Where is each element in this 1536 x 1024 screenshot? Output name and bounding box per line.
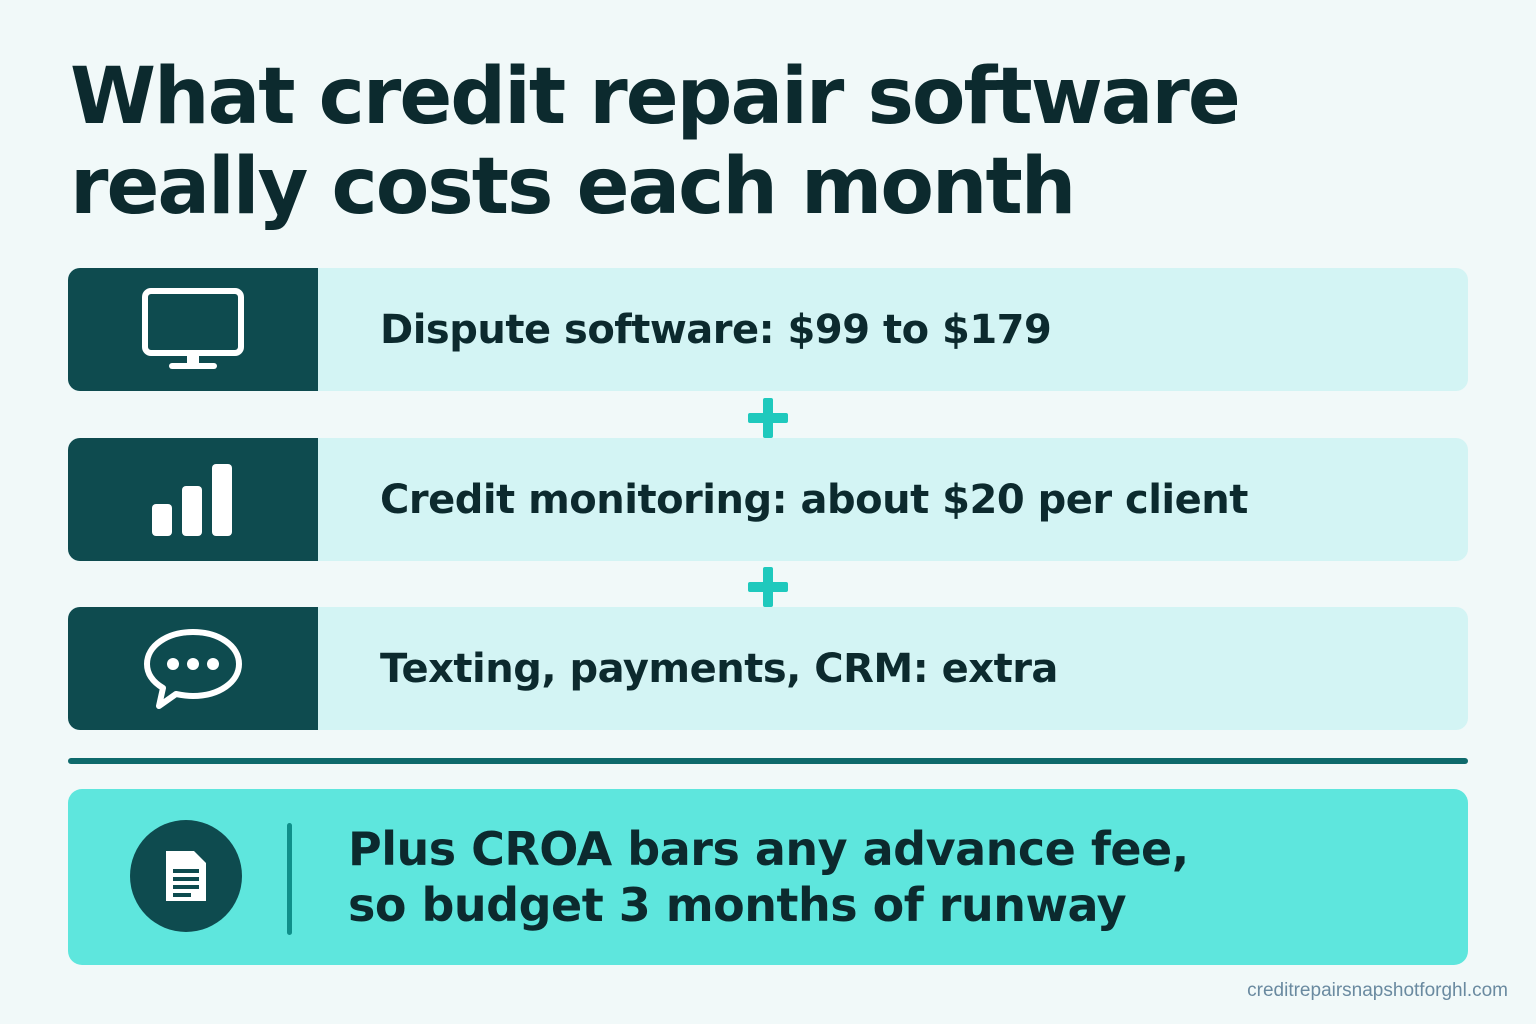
- page-title: What credit repair software really costs…: [70, 52, 1470, 232]
- plus-icon: [748, 398, 788, 438]
- plus-icon: [748, 567, 788, 607]
- cost-row-icon-box: [68, 438, 318, 561]
- cost-row-dispute-software: Dispute software: $99 to $179: [68, 268, 1468, 391]
- section-divider: [68, 758, 1468, 764]
- cost-row-label: Texting, payments, CRM: extra: [380, 645, 1058, 692]
- title-line-1: What credit repair software: [70, 52, 1241, 142]
- cost-row-icon-box: [68, 268, 318, 391]
- monitor-icon: [142, 287, 244, 369]
- cost-row-credit-monitoring: Credit monitoring: about $20 per client: [68, 438, 1468, 561]
- chat-bubble-icon: [144, 628, 242, 709]
- cost-row-texting-payments-crm: Texting, payments, CRM: extra: [68, 607, 1468, 730]
- document-icon: [166, 851, 206, 901]
- document-icon-circle: [130, 820, 242, 932]
- callout-line-1: Plus CROA bars any advance fee,: [348, 822, 1189, 876]
- cost-row-label: Dispute software: $99 to $179: [380, 306, 1052, 353]
- cost-row-label: Credit monitoring: about $20 per client: [380, 476, 1248, 523]
- title-line-2: really costs each month: [70, 142, 1076, 232]
- cost-row-icon-box: [68, 607, 318, 730]
- callout-accent-bar: [287, 823, 292, 935]
- callout-text: Plus CROA bars any advance fee, so budge…: [348, 821, 1189, 933]
- croa-callout: Plus CROA bars any advance fee, so budge…: [68, 789, 1468, 965]
- footer-site: creditrepairsnapshotforghl.com: [1247, 980, 1508, 1001]
- callout-line-2: so budget 3 months of runway: [348, 878, 1127, 932]
- bar-chart-icon: [152, 463, 232, 536]
